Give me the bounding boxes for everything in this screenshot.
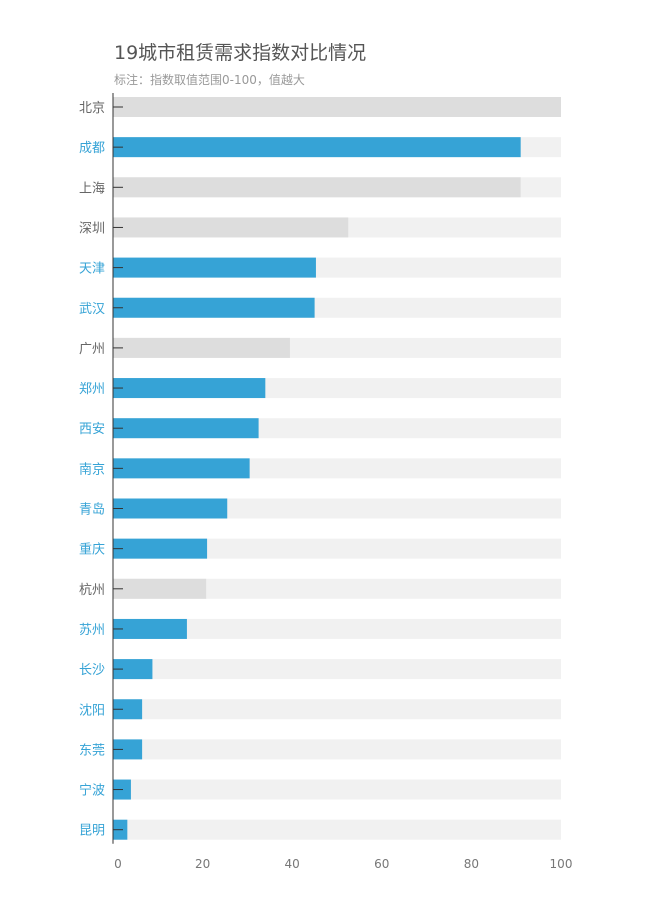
bar-track <box>113 819 561 840</box>
bar <box>113 618 187 639</box>
bar <box>113 578 207 599</box>
bar-track <box>113 699 561 720</box>
bar <box>113 217 349 238</box>
x-tick-label: 0 <box>114 857 122 871</box>
category-label: 北京 <box>79 101 105 116</box>
bar <box>113 137 521 158</box>
category-label: 苏州 <box>79 622 105 638</box>
chart-subtitle: 标注：指数取值范围0-100，值越大 <box>114 73 305 87</box>
chart-title: 19城市租赁需求指数对比情况 <box>114 42 367 64</box>
category-label: 上海 <box>79 181 105 196</box>
bar <box>113 257 316 278</box>
category-label: 南京 <box>79 461 105 477</box>
bar-track <box>113 538 561 559</box>
bar-track <box>113 659 561 680</box>
bar <box>113 177 521 198</box>
bar-track <box>113 578 561 599</box>
bar-track <box>113 739 561 760</box>
bar <box>113 418 259 439</box>
bar <box>113 538 208 559</box>
bar <box>113 458 250 479</box>
category-label: 宁波 <box>79 783 105 799</box>
x-tick-label: 40 <box>285 857 300 871</box>
bar <box>113 498 228 519</box>
bar-track <box>113 779 561 800</box>
category-label: 郑州 <box>79 382 105 397</box>
bar-track <box>113 618 561 639</box>
category-label: 昆明 <box>79 824 105 839</box>
x-tick-label: 100 <box>550 857 573 871</box>
category-label: 天津 <box>79 262 105 277</box>
category-label: 沈阳 <box>79 703 105 718</box>
category-label: 西安 <box>79 422 105 437</box>
category-label: 重庆 <box>79 542 105 558</box>
category-label: 武汉 <box>79 302 105 317</box>
bar <box>113 337 290 358</box>
category-label: 成都 <box>79 141 105 156</box>
bar <box>113 739 143 760</box>
category-label: 广州 <box>79 342 105 357</box>
category-label: 青岛 <box>79 502 105 518</box>
x-tick-label: 20 <box>195 857 210 871</box>
bar <box>113 659 153 680</box>
x-tick-label: 80 <box>464 857 479 871</box>
bar <box>113 699 143 720</box>
bar <box>113 297 315 318</box>
category-label: 杭州 <box>79 583 105 598</box>
category-label: 深圳 <box>79 221 105 236</box>
category-label: 长沙 <box>79 663 105 678</box>
bar <box>113 378 266 399</box>
bar <box>113 97 561 117</box>
category-label: 东莞 <box>79 743 105 758</box>
x-tick-label: 60 <box>374 857 389 871</box>
